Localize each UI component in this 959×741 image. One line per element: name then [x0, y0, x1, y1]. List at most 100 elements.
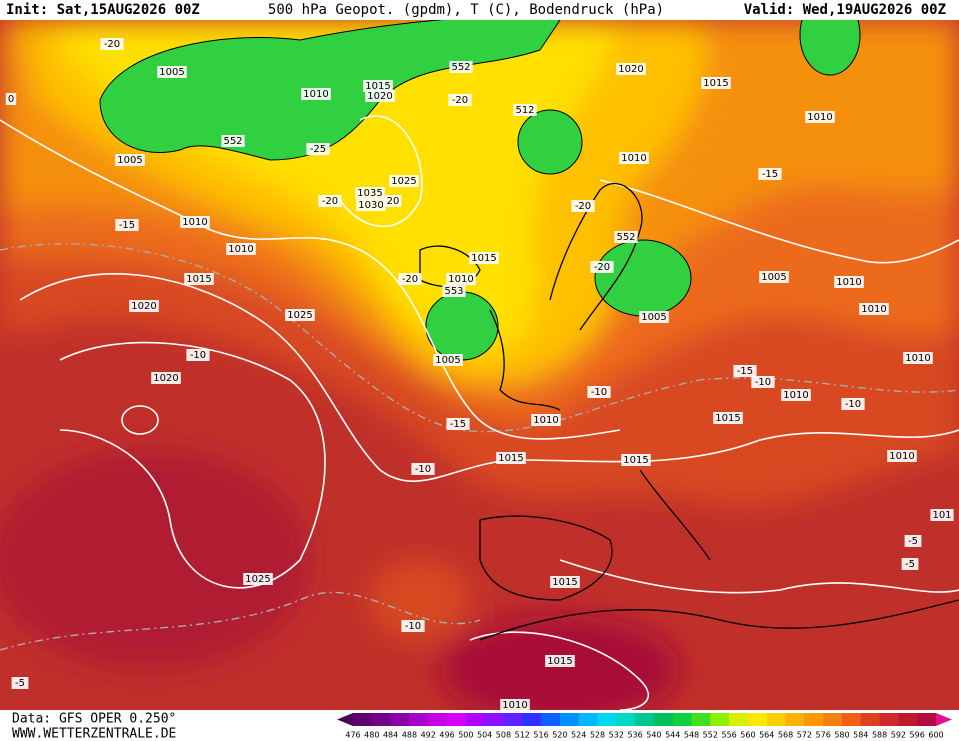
contour-label: 552	[221, 135, 245, 147]
map-field	[0, 20, 959, 710]
contour-label-box	[306, 143, 330, 155]
contour-label-text: 1010	[448, 274, 473, 285]
contour-label: 1005	[115, 154, 145, 166]
contour-label: 512	[513, 104, 537, 116]
contour-label-box	[805, 111, 835, 123]
contour-label-box	[531, 414, 561, 426]
colorbar-label: 528	[590, 731, 605, 740]
contour-label-box	[129, 300, 159, 312]
contour-label-text: -15	[450, 419, 466, 430]
contour-label-box	[733, 365, 757, 377]
contour-label-box	[401, 620, 425, 632]
contour-label-box	[500, 699, 530, 711]
contour-label-box	[448, 94, 472, 106]
contour-label-text: 1015	[623, 455, 648, 466]
contour-label: 552	[614, 231, 638, 243]
site-name: WWW.WETTERZENTRALE.DE	[12, 727, 176, 741]
colorbar-label: 580	[834, 731, 849, 740]
contour-label-text: 1010	[502, 700, 527, 711]
colorbar-label: 488	[402, 731, 417, 740]
contour-label: -10	[186, 349, 210, 361]
colorbar-swatch	[409, 713, 429, 726]
colorbar-swatch	[484, 713, 504, 726]
colorbar-swatch	[672, 713, 693, 726]
contour-label: -20	[100, 38, 124, 50]
contour-label-text: 1015	[186, 274, 211, 285]
contour-label-box	[365, 90, 395, 102]
contour-label-text: -15	[737, 366, 753, 377]
contour-label-text: 1025	[245, 574, 270, 585]
contour-label: -20	[318, 195, 342, 207]
contour-label-text: -15	[119, 220, 135, 231]
contour-label-text: -15	[762, 169, 778, 180]
contour-label-text: 1005	[435, 355, 460, 366]
colorbar-label: 476	[345, 731, 360, 740]
contour-label-box	[384, 195, 402, 207]
contour-label-box	[841, 398, 865, 410]
contour-label: 1010	[887, 450, 917, 462]
colorbar-label: 572	[797, 731, 812, 740]
coastlines	[419, 183, 959, 641]
contour-label: 1015	[184, 273, 214, 285]
contour-label: 1010	[446, 273, 476, 285]
contour-label-text: 1020	[153, 373, 178, 384]
colorbar-swatch	[804, 713, 824, 726]
contour-label-box	[859, 303, 889, 315]
contour-label-text: 1010	[303, 89, 328, 100]
contour-label-box	[11, 677, 29, 689]
contour-label-box	[226, 243, 256, 255]
colorbar: 476 480 484 488 492 496 500 504 508 512 516 520 524 5…	[337, 713, 952, 740]
contour-label-text: 1010	[783, 390, 808, 401]
contour-label: 1010	[834, 276, 864, 288]
contour-label: 1020	[616, 63, 646, 75]
contour-label-text: -20	[104, 39, 120, 50]
contour-label-text: 1030	[358, 200, 383, 211]
colorbar-swatch	[653, 713, 674, 726]
colorbar-label: 552	[703, 731, 718, 740]
contour-label-text: -20	[575, 201, 591, 212]
colorbar-end	[337, 713, 353, 726]
contour-label-box	[180, 216, 210, 228]
colorbar-swatch	[559, 713, 580, 726]
contour-label-text: 1010	[182, 217, 207, 228]
colorbar-label: 480	[364, 731, 379, 740]
contour-label-text: 1010	[621, 153, 646, 164]
contour-label-text: -5	[905, 559, 915, 570]
contour-label: -10	[401, 620, 425, 632]
contour-label: 552	[449, 61, 473, 73]
contour-label-box	[545, 655, 575, 667]
contour-label: 1010	[619, 152, 649, 164]
contour-label: -10	[841, 398, 865, 410]
contour-label-text: -10	[405, 621, 421, 632]
contour-label-box	[901, 558, 919, 570]
contour-label-box	[184, 273, 214, 285]
contour-label: 1010	[180, 216, 210, 228]
contour-label-text: -5	[15, 678, 25, 689]
contour-label-text: 512	[515, 105, 534, 116]
contour-label-text: 20	[387, 196, 400, 207]
contour-label: -25	[306, 143, 330, 155]
colorbar-label: 576	[816, 731, 831, 740]
contour-label-box	[614, 231, 638, 243]
contour-label: 1005	[759, 271, 789, 283]
contour-label-text: 1010	[807, 112, 832, 123]
contour-label: -20	[590, 261, 614, 273]
contour-label-text: 1025	[287, 310, 312, 321]
contour-label-text: -20	[402, 274, 418, 285]
colorbar-label: 516	[533, 731, 548, 740]
contour-label-box	[411, 463, 435, 475]
contour-label-box	[590, 261, 614, 273]
contour-label: -5	[11, 677, 29, 689]
contour-label-box	[363, 80, 393, 92]
colorbar-swatch	[597, 713, 617, 726]
contour-label: 1010	[903, 352, 933, 364]
colorbar-label: 584	[853, 731, 868, 740]
contour-label-text: 1005	[117, 155, 142, 166]
colorbar-label: 560	[740, 731, 755, 740]
colorbar-label: 544	[665, 731, 680, 740]
contour-label-box	[550, 576, 580, 588]
header-strip	[0, 0, 959, 20]
colorbar-label: 556	[721, 731, 736, 740]
colorbar-swatch	[390, 713, 410, 726]
contour-label-text: 1010	[533, 415, 558, 426]
